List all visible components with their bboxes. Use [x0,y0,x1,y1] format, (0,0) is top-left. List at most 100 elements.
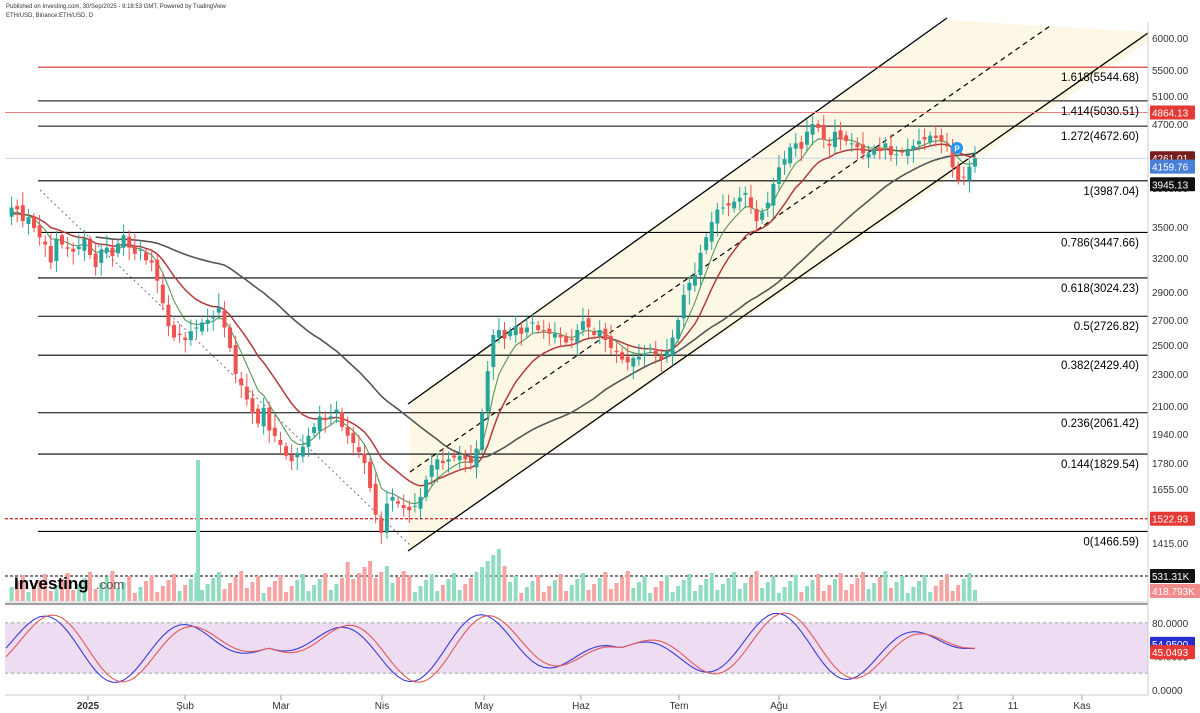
volume-bar [71,590,76,601]
volume-bar [788,581,793,601]
candle-body [877,147,882,152]
candle-body [222,310,227,328]
volume-bar [530,581,535,601]
chart-header: Published on Investing.com, 30/Sep/2025 … [6,3,226,21]
price-tag: 3945.13 [1152,180,1189,191]
x-tick-label: Şub [176,701,194,712]
candle-body [698,252,703,275]
volume-bar [704,579,709,601]
volume-bar [709,573,714,601]
volume-bar [558,574,563,601]
candle-body [491,335,496,368]
volume-bar [844,590,849,601]
fib-label: 0.786(3447.66) [1061,237,1139,249]
candle-body [614,350,619,353]
volume-bar [715,590,720,601]
volume-bar [944,574,949,601]
candle-body [541,330,546,332]
candle-body [351,433,356,444]
volume-bar [457,590,462,601]
candle-body [267,407,272,431]
price-tick-label: 4700.00 [1152,120,1189,131]
candle-body [37,225,42,238]
volume-bar [228,583,233,601]
volume-bar [351,579,356,601]
price-tag-bg [1150,105,1195,120]
volume-bar [737,589,742,601]
candle-body [793,143,798,149]
volume-bar [76,584,81,601]
volume-bar [401,571,406,601]
volume-bar [440,585,445,601]
candle-body [816,124,821,128]
volume-bar [496,549,501,601]
volume-bar [379,572,384,601]
volume-bar [334,584,339,601]
volume-bar [160,586,165,601]
fib-label: 1(3987.04) [1083,186,1139,198]
volume-bar [452,573,457,601]
candle-body [155,259,160,281]
volume-bar [732,572,737,601]
volume-bar [911,587,916,601]
candle-body [138,249,143,251]
price-tick-label: 1940.00 [1152,430,1189,441]
candle-body [776,167,781,184]
volume-bar [524,587,529,601]
volume-bar [513,576,518,601]
volume-bar [82,578,87,601]
candle-body [771,183,776,206]
volume-bar [306,591,311,601]
investing-logo: Investing .com [14,574,124,593]
volume-bar [300,574,305,601]
volume-bar [312,585,317,601]
price-tick-label: 2900.00 [1152,288,1189,299]
candle-body [200,322,205,332]
candle-body [536,325,541,330]
candle-body [244,386,249,400]
volume-bar [569,585,574,601]
candle-body [396,501,401,504]
candle-body [99,249,104,263]
candle-body [569,338,574,340]
candle-body [345,427,350,436]
volume-bar [340,578,345,601]
candle-body [631,358,636,367]
volume-bar [631,588,636,601]
candle-body [709,222,714,242]
volume-bar [855,578,860,601]
candle-body [60,235,65,245]
price-tags: 4864.134261.014160.364159.763945.131522.… [1150,105,1200,660]
candle-body [973,158,977,167]
candle-body [519,327,524,334]
candle-body [636,356,641,360]
price-tick-label: 2700.00 [1152,316,1189,327]
volume-bar [827,585,832,601]
pattern-marker-icon[interactable]: P [951,142,963,154]
volume-bar [793,575,798,601]
volume-bar [480,567,485,601]
candle-body [412,505,417,507]
volume-bar [267,587,272,601]
volume-bar [373,578,378,601]
candle-body [894,154,899,156]
candle-body [782,159,787,165]
price-tick-label: 5100.00 [1152,92,1189,103]
channel-lower-line [407,32,1149,552]
volume-bar [183,585,188,601]
candle-body [872,148,877,155]
candle-body [849,143,854,145]
volume-bar [429,574,434,601]
candle-body [625,356,630,363]
price-tag: 1522.93 [1152,515,1189,526]
candle-body [928,135,933,143]
candle-body [832,131,837,148]
candle-body [860,144,865,154]
fib-label: 0(1466.59) [1083,536,1139,548]
candle-body [961,176,966,178]
volume-bar [648,593,653,601]
candle-body [183,337,188,340]
candle-body [211,317,216,319]
volume-bar [866,589,871,601]
